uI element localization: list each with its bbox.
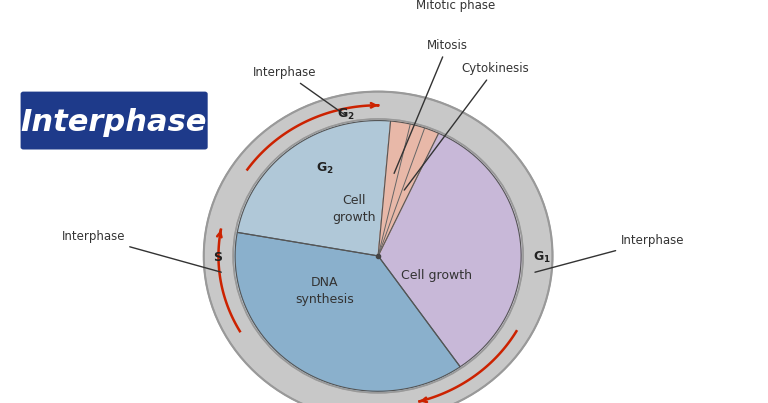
Text: Cell
growth: Cell growth	[332, 194, 376, 224]
Text: $\mathbf{G_1}$: $\mathbf{G_1}$	[533, 250, 551, 265]
Polygon shape	[235, 233, 460, 391]
Text: DNA
synthesis: DNA synthesis	[295, 276, 353, 306]
Polygon shape	[378, 121, 439, 256]
Polygon shape	[378, 133, 521, 367]
Text: $\mathbf{G_2}$: $\mathbf{G_2}$	[316, 161, 334, 176]
Ellipse shape	[204, 91, 552, 403]
Text: Cytokinesis: Cytokinesis	[404, 62, 529, 190]
FancyBboxPatch shape	[21, 91, 207, 150]
Text: $\mathbf{S}$: $\mathbf{S}$	[214, 251, 223, 264]
Text: Mitosis: Mitosis	[394, 39, 468, 173]
Text: Interphase: Interphase	[21, 108, 207, 137]
Text: Interphase: Interphase	[535, 234, 684, 272]
Text: Interphase: Interphase	[253, 66, 346, 116]
Text: Interphase: Interphase	[62, 230, 221, 272]
Text: Cell growth: Cell growth	[402, 269, 472, 282]
Ellipse shape	[233, 119, 523, 393]
Text: Mitotic phase: Mitotic phase	[416, 0, 495, 12]
Text: Formation
of 2 daughter
cells: Formation of 2 daughter cells	[0, 402, 1, 403]
Polygon shape	[237, 120, 391, 256]
Text: $\mathbf{G_2}$: $\mathbf{G_2}$	[337, 107, 355, 122]
